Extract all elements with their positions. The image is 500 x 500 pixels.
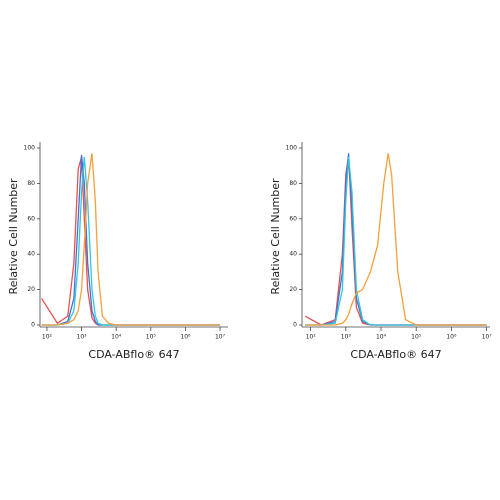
histogram-line [305, 153, 487, 326]
y-tick-label: 60 [289, 215, 297, 222]
x-tick-label: 10⁶ [180, 334, 191, 341]
y-tick-label: 0 [31, 322, 35, 329]
x-tick-label: 10³ [341, 334, 352, 341]
x-tick-label: 10⁴ [376, 334, 387, 341]
y-axis-title: Relative Cell Number [7, 178, 20, 295]
x-axis-title: CDA-ABflo® 647 [88, 348, 179, 361]
x-tick-label: 10⁷ [215, 334, 226, 341]
y-tick-label: 100 [286, 145, 298, 152]
y-tick-label: 40 [289, 251, 297, 258]
y-tick-label: 0 [293, 322, 297, 329]
histogram-line [41, 155, 221, 326]
x-tick-label: 10⁵ [411, 334, 422, 341]
histogram-line [305, 156, 487, 326]
x-tick-label: 10² [42, 334, 53, 341]
y-tick-label: 100 [24, 145, 36, 152]
y-tick-label: 40 [27, 251, 35, 258]
y-tick-label: 20 [289, 286, 297, 293]
histogram-line [41, 153, 221, 326]
histogram-line [41, 156, 221, 326]
histogram-line [41, 156, 221, 326]
y-tick-label: 60 [27, 215, 35, 222]
x-tick-label: 10⁶ [446, 334, 457, 341]
y-tick-label: 80 [289, 180, 297, 187]
x-axis-title: CDA-ABflo® 647 [350, 348, 441, 361]
x-tick-label: 10⁴ [111, 334, 122, 341]
y-tick-label: 20 [27, 286, 35, 293]
x-tick-label: 10⁷ [482, 334, 493, 341]
x-tick-label: 10² [306, 334, 317, 341]
x-tick-label: 10³ [77, 334, 88, 341]
x-tick-label: 10⁵ [146, 334, 157, 341]
y-tick-label: 80 [27, 180, 35, 187]
y-axis-title: Relative Cell Number [269, 178, 282, 295]
